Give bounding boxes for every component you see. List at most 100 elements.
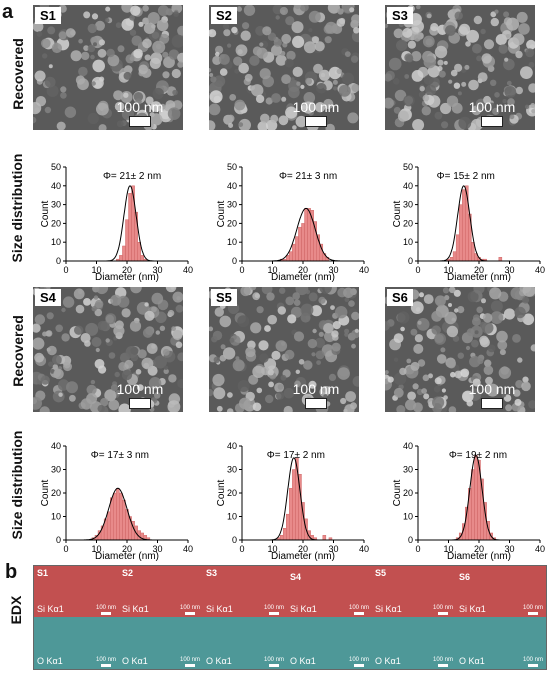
nanoparticle-grain [252, 365, 265, 378]
nanoparticle-grain [271, 93, 281, 103]
nanoparticle-grain [407, 40, 416, 49]
nanoparticle-grain [503, 11, 510, 18]
nanoparticle-grain [385, 370, 389, 375]
nanoparticle-grain [115, 22, 122, 29]
nanoparticle-grain [526, 39, 535, 50]
nanoparticle-grain [150, 113, 163, 126]
size-histogram-s3: 0 10 20 30 40 0 10 20 30 40 50 Diameter (nm) Count Φ=… [392, 162, 545, 283]
nanoparticle-grain [172, 89, 178, 96]
y-axis-label: Count [216, 200, 227, 227]
size-histogram-s5: 0 10 20 30 40 0 10 20 30 40 Diameter (nm) Count Φ= 1… [216, 441, 369, 562]
nanoparticle-grain [141, 357, 154, 370]
nanoparticle-grain [466, 399, 474, 407]
chart-title: Φ= 21± 2 nm [103, 171, 161, 182]
y-tick-label: 0 [56, 535, 61, 545]
nanoparticle-grain [171, 326, 177, 332]
nanoparticle-grain [250, 322, 262, 334]
y-tick-label: 20 [403, 488, 413, 498]
nanoparticle-grain [323, 98, 334, 110]
nanoparticle-grain [431, 325, 441, 335]
nanoparticle-grain [506, 17, 520, 31]
nanoparticle-grain [94, 359, 105, 369]
edx-scale-label: 100 nm [263, 605, 284, 611]
nanoparticle-grain [121, 308, 131, 318]
nanoparticle-grain [91, 81, 96, 86]
x-tick-label: 20 [474, 265, 484, 275]
nanoparticle-grain [259, 68, 271, 80]
nanoparticle-grain [448, 303, 452, 307]
edx-scale-bar: 100 nm [180, 605, 200, 615]
edx-map-panel: S1 Si Kα1 100 nm S2 Si Kα1 100 nm S3 Si … [33, 565, 547, 670]
nanoparticle-grain [407, 391, 416, 401]
y-tick-label: 10 [403, 237, 413, 247]
nanoparticle-grain [129, 320, 142, 332]
edx-o-label: O Kα1 [122, 656, 148, 666]
nanoparticle-grain [131, 35, 142, 46]
y-tick-label: 30 [51, 200, 61, 210]
histogram-bar [289, 488, 293, 541]
nanoparticle-grain [87, 23, 97, 34]
nanoparticle-grain [330, 305, 335, 310]
edx-scale-bar: 100 nm [180, 657, 200, 667]
x-tick-label: 40 [535, 265, 545, 275]
nanoparticle-grain [458, 116, 472, 130]
nanoparticle-grain [413, 34, 421, 42]
edx-scale-label: 100 nm [522, 657, 543, 663]
histogram-bar [122, 499, 126, 541]
nanoparticle-grain [311, 352, 316, 357]
y-axis-label: Count [216, 479, 227, 506]
nanoparticle-grain [316, 83, 327, 94]
nanoparticle-grain [514, 306, 526, 319]
nanoparticle-grain [244, 73, 253, 82]
nanoparticle-grain [446, 359, 456, 369]
nanoparticle-grain [41, 38, 51, 49]
nanoparticle-grain [243, 5, 256, 16]
nanoparticle-grain [453, 82, 461, 89]
nanoparticle-grain [130, 5, 141, 16]
nanoparticle-grain [432, 396, 445, 409]
nanoparticle-grain [308, 292, 318, 302]
nanoparticle-grain [150, 101, 162, 112]
nanoparticle-grain [91, 337, 102, 347]
nanoparticle-grain [394, 89, 407, 102]
nanoparticle-grain [342, 72, 355, 85]
nanoparticle-grain [410, 328, 418, 336]
nanoparticle-grain [237, 315, 250, 328]
nanoparticle-grain [305, 77, 312, 85]
nanoparticle-grain [448, 406, 457, 412]
nanoparticle-grain [251, 84, 264, 97]
x-tick-label: 10 [443, 265, 453, 275]
nanoparticle-grain [466, 29, 479, 43]
nanoparticle-grain [490, 79, 497, 87]
nanoparticle-grain [135, 369, 142, 375]
nanoparticle-grain [319, 287, 332, 294]
sem-image-s4: S4 100 nm [33, 287, 183, 412]
nanoparticle-grain [419, 292, 424, 298]
nanoparticle-grain [292, 125, 297, 130]
nanoparticle-grain [522, 313, 535, 326]
y-tick-label: 50 [51, 162, 61, 172]
nanoparticle-grain [528, 61, 535, 68]
y-tick-label: 40 [227, 441, 237, 451]
nanoparticle-grain [45, 330, 53, 337]
nanoparticle-grain [175, 304, 183, 313]
nanoparticle-grain [484, 359, 492, 367]
nanoparticle-grain [121, 5, 133, 13]
nanoparticle-grain [66, 381, 78, 394]
nanoparticle-grain [33, 116, 37, 124]
nanoparticle-grain [293, 331, 305, 342]
nanoparticle-grain [284, 349, 295, 360]
nanoparticle-grain [481, 322, 494, 334]
nanoparticle-grain [507, 98, 515, 106]
nanoparticle-grain [276, 391, 285, 400]
nanoparticle-grain [458, 23, 471, 35]
edx-scale-label: 100 nm [432, 605, 453, 611]
gaussian-fit-line [269, 457, 319, 541]
nanoparticle-grain [90, 54, 95, 60]
y-tick-label: 40 [403, 441, 413, 451]
nanoparticle-grain [51, 42, 62, 54]
x-tick-label: 30 [504, 544, 514, 554]
nanoparticle-grain [351, 311, 359, 321]
nanoparticle-grain [219, 68, 228, 76]
nanoparticle-grain [298, 359, 305, 365]
